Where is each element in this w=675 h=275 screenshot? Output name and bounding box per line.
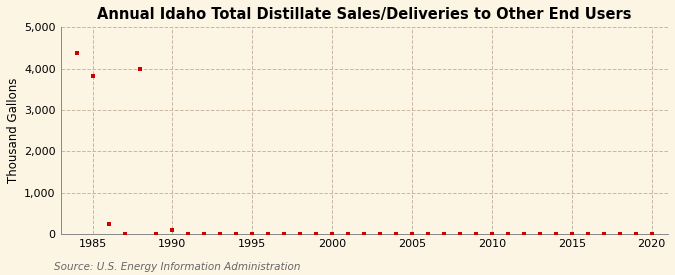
Title: Annual Idaho Total Distillate Sales/Deliveries to Other End Users: Annual Idaho Total Distillate Sales/Deli… [97, 7, 631, 22]
Point [391, 232, 402, 236]
Point [263, 232, 273, 236]
Point [151, 232, 162, 236]
Point [583, 232, 593, 236]
Point [87, 74, 98, 78]
Point [167, 228, 178, 232]
Point [406, 232, 417, 236]
Point [614, 232, 625, 236]
Point [103, 221, 114, 226]
Point [470, 232, 481, 236]
Point [231, 232, 242, 236]
Point [295, 232, 306, 236]
Point [487, 232, 497, 236]
Point [439, 232, 450, 236]
Point [135, 67, 146, 72]
Point [327, 232, 338, 236]
Point [199, 232, 210, 236]
Point [566, 232, 577, 236]
Point [358, 232, 369, 236]
Point [215, 232, 225, 236]
Point [518, 232, 529, 236]
Point [119, 232, 130, 236]
Y-axis label: Thousand Gallons: Thousand Gallons [7, 78, 20, 183]
Point [247, 232, 258, 236]
Point [454, 232, 465, 236]
Point [502, 232, 513, 236]
Point [183, 232, 194, 236]
Point [551, 232, 562, 236]
Point [535, 232, 545, 236]
Point [647, 232, 657, 236]
Point [423, 232, 433, 236]
Point [279, 232, 290, 236]
Point [310, 232, 321, 236]
Point [343, 232, 354, 236]
Text: Source: U.S. Energy Information Administration: Source: U.S. Energy Information Administ… [54, 262, 300, 272]
Point [630, 232, 641, 236]
Point [375, 232, 385, 236]
Point [71, 51, 82, 55]
Point [599, 232, 610, 236]
